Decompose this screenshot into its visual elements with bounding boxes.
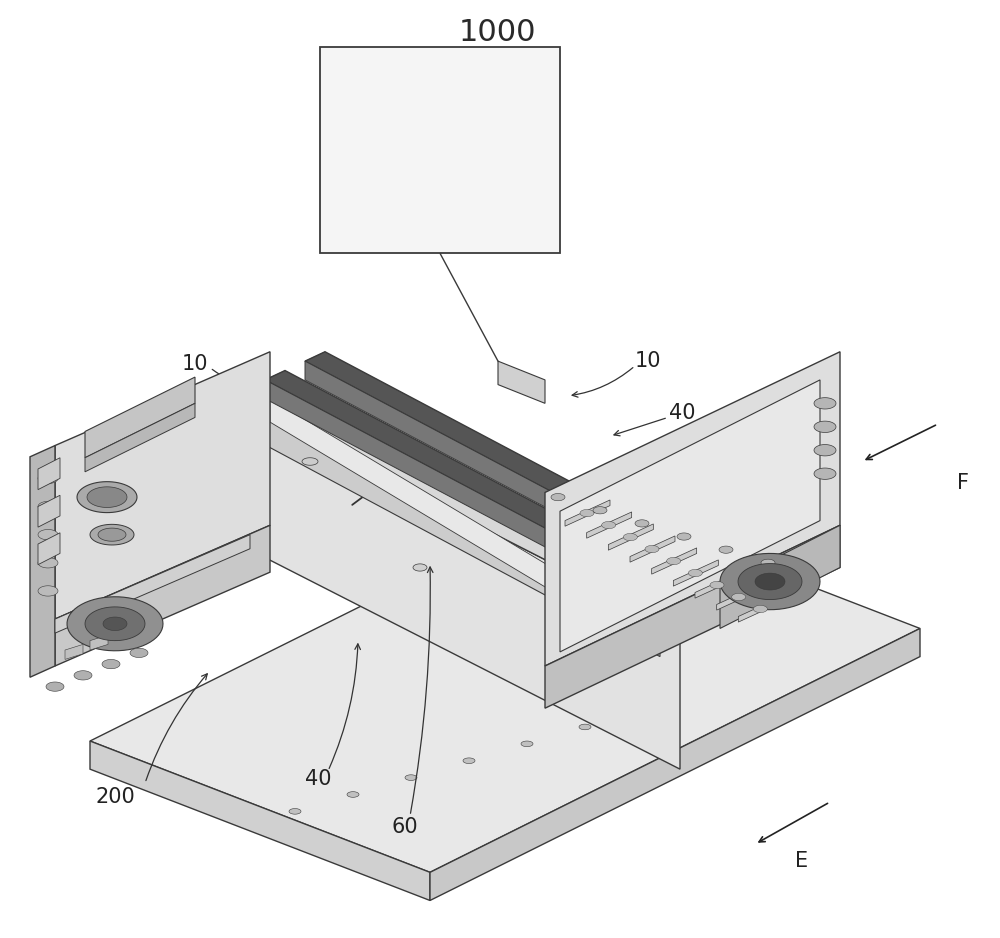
Polygon shape <box>302 458 318 465</box>
Polygon shape <box>270 399 630 638</box>
Polygon shape <box>98 528 126 541</box>
Polygon shape <box>738 596 783 622</box>
Polygon shape <box>30 446 55 677</box>
Polygon shape <box>77 482 137 512</box>
Polygon shape <box>814 421 836 432</box>
Polygon shape <box>688 569 702 577</box>
Polygon shape <box>587 512 632 538</box>
Text: 40: 40 <box>305 768 331 789</box>
Polygon shape <box>545 525 840 708</box>
Polygon shape <box>560 380 820 652</box>
Polygon shape <box>602 522 616 529</box>
Polygon shape <box>55 535 250 633</box>
Polygon shape <box>463 758 475 764</box>
Polygon shape <box>630 536 675 562</box>
Polygon shape <box>240 403 660 657</box>
Polygon shape <box>814 445 836 456</box>
Polygon shape <box>55 352 270 619</box>
Polygon shape <box>738 564 802 599</box>
Polygon shape <box>90 524 134 545</box>
Polygon shape <box>46 682 64 691</box>
Polygon shape <box>719 546 733 553</box>
Polygon shape <box>652 548 697 574</box>
Polygon shape <box>85 607 145 641</box>
Polygon shape <box>220 394 680 769</box>
Text: 1000: 1000 <box>458 19 536 47</box>
Polygon shape <box>320 47 560 253</box>
Polygon shape <box>87 487 127 507</box>
Polygon shape <box>289 809 301 814</box>
Text: 10: 10 <box>182 354 208 374</box>
Polygon shape <box>551 493 565 501</box>
Polygon shape <box>667 557 681 565</box>
Text: E: E <box>795 851 809 871</box>
Polygon shape <box>720 525 840 628</box>
Polygon shape <box>565 500 610 526</box>
Polygon shape <box>755 573 785 590</box>
Polygon shape <box>608 524 653 551</box>
Polygon shape <box>265 380 575 563</box>
Polygon shape <box>115 626 133 641</box>
Text: 300: 300 <box>680 607 720 628</box>
Polygon shape <box>814 468 836 479</box>
Polygon shape <box>90 741 430 900</box>
Polygon shape <box>305 352 635 525</box>
Polygon shape <box>635 520 649 527</box>
Polygon shape <box>90 635 108 650</box>
Polygon shape <box>732 594 746 600</box>
Polygon shape <box>265 371 595 544</box>
Polygon shape <box>545 352 840 666</box>
Polygon shape <box>85 377 195 458</box>
Polygon shape <box>38 474 58 483</box>
Polygon shape <box>521 741 533 747</box>
Polygon shape <box>38 558 58 567</box>
Polygon shape <box>90 497 920 872</box>
Polygon shape <box>38 458 60 490</box>
Polygon shape <box>38 502 58 511</box>
Polygon shape <box>761 559 775 567</box>
Text: 40: 40 <box>669 402 695 423</box>
Polygon shape <box>645 545 659 552</box>
Polygon shape <box>220 366 700 628</box>
Text: 10: 10 <box>635 351 661 371</box>
Text: 200: 200 <box>95 787 135 808</box>
Polygon shape <box>85 403 195 472</box>
Polygon shape <box>67 597 163 651</box>
Polygon shape <box>720 553 820 610</box>
Polygon shape <box>38 586 58 596</box>
Polygon shape <box>130 648 148 658</box>
Polygon shape <box>38 533 60 565</box>
Polygon shape <box>753 605 767 613</box>
Polygon shape <box>717 583 762 610</box>
Polygon shape <box>623 534 637 540</box>
Polygon shape <box>498 361 545 403</box>
Polygon shape <box>55 525 270 666</box>
Polygon shape <box>673 560 718 586</box>
Polygon shape <box>405 775 417 780</box>
Text: 60: 60 <box>392 817 418 838</box>
Polygon shape <box>305 361 615 544</box>
Polygon shape <box>814 398 836 409</box>
Polygon shape <box>677 533 691 540</box>
Polygon shape <box>38 495 60 527</box>
Polygon shape <box>103 617 127 630</box>
Polygon shape <box>74 671 92 680</box>
Polygon shape <box>65 644 83 659</box>
Polygon shape <box>347 792 359 797</box>
Polygon shape <box>580 509 594 517</box>
Polygon shape <box>102 659 120 669</box>
Polygon shape <box>38 530 58 539</box>
Polygon shape <box>430 628 920 900</box>
Polygon shape <box>579 724 591 730</box>
Polygon shape <box>593 507 607 514</box>
Polygon shape <box>413 564 427 571</box>
Polygon shape <box>710 582 724 589</box>
Polygon shape <box>695 572 740 598</box>
Text: F: F <box>957 473 969 493</box>
